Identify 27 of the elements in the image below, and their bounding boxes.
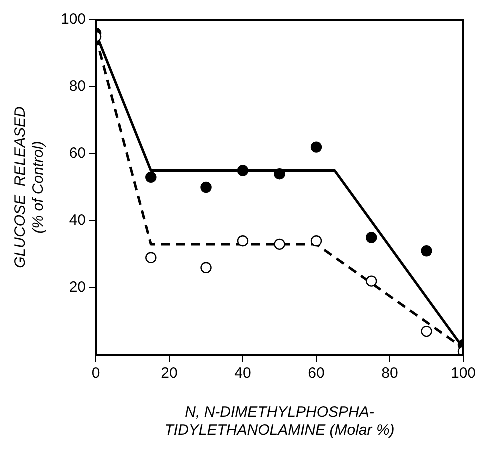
point [366,232,378,244]
x-tick-label: 60 [308,365,325,382]
x-tick-label: 100 [450,365,476,382]
point [200,182,212,194]
y-tick-label: 20 [69,279,86,296]
x-tick-label: 20 [161,365,178,382]
x-tick-label: 80 [382,365,398,382]
point [274,238,286,250]
y-tick-label: 40 [69,212,86,230]
y-axis-title: GLUCOSE RELEASED (% of Control) [12,106,48,268]
y-tick-label: 60 [69,145,86,162]
point [421,326,432,338]
point [310,236,322,247]
x-tick-label: 40 [234,365,252,382]
point [310,142,322,153]
point [237,236,249,247]
y-tick-label: 100 [60,11,86,28]
x-tick-label: 0 [92,365,100,382]
point [366,276,378,287]
point [146,172,157,184]
point [274,168,286,180]
y-tick-label: 80 [69,78,86,96]
point [200,262,212,274]
point [237,165,249,176]
x-axis-title: N, N-DIMETHYLPHOSPHA- TIDYLETHANOLAMINE (Molar %) [164,404,395,440]
point [421,246,432,257]
point [146,252,157,264]
